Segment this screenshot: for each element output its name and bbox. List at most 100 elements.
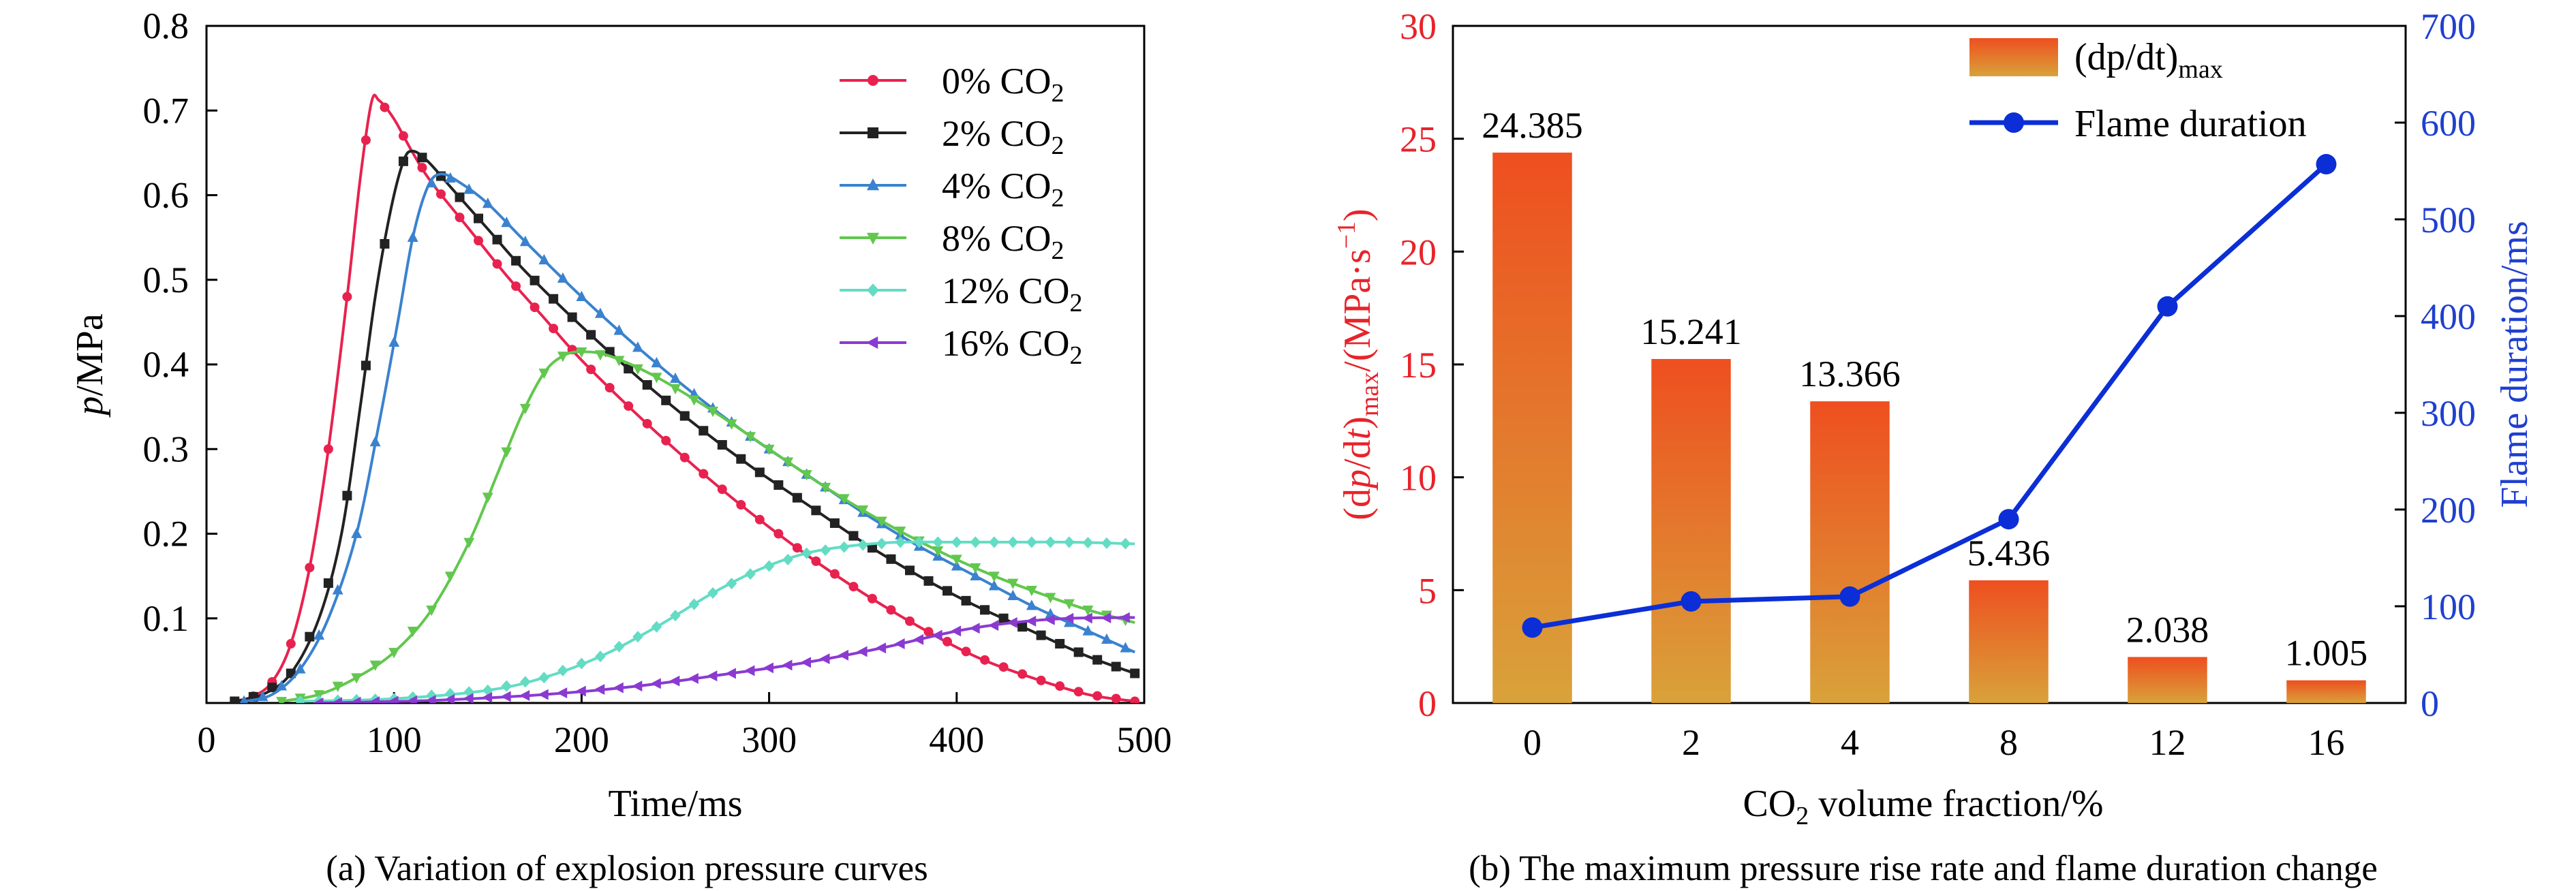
panel-a-data-point	[717, 440, 727, 450]
panel-a-y-tick-label: 0.5	[143, 260, 189, 300]
panel-b-left-y-tick-label: 30	[1400, 6, 1437, 47]
panel-a-data-point	[305, 631, 315, 642]
panel-a-data-point	[575, 685, 586, 697]
panel-a-data-point	[1044, 614, 1055, 625]
panel-a-data-point	[989, 536, 1000, 548]
panel-a-x-tick-label: 400	[929, 719, 984, 760]
panel-a-legend-label-main: 8% CO	[942, 218, 1052, 259]
panel-a-data-point	[369, 660, 381, 671]
panel-a-caption: (a) Variation of explosion pressure curv…	[326, 849, 928, 888]
panel-a-data-point	[388, 695, 399, 703]
panel-a-data-point	[801, 547, 812, 559]
panel-a-data-point	[1007, 578, 1019, 589]
panel-a-data-point	[988, 572, 1000, 582]
panel-a-data-point	[350, 696, 361, 703]
panel-a-legend-label: 16% CO2	[942, 323, 1083, 370]
panel-a-pressure-chart: 0 100 200 300 400 500 0.1 0.2 0.3 0.4 0.5 0.6 0.7 0.8…	[69, 5, 1172, 888]
panel-b-bar	[1651, 359, 1731, 703]
panel-a-data-point	[613, 640, 625, 653]
panel-a-data-point	[511, 255, 521, 266]
panel-a-data-point	[726, 578, 737, 590]
panel-a-data-point	[894, 638, 905, 650]
panel-a-data-point	[913, 536, 925, 548]
panel-a-data-point	[1120, 642, 1131, 653]
panel-a-data-point	[950, 625, 962, 637]
panel-b-right-y-tick-label: 600	[2421, 103, 2476, 144]
panel-b-bar	[2128, 657, 2207, 703]
panel-a-data-point	[699, 469, 709, 479]
panel-a-legend-marker	[868, 75, 878, 86]
panel-a-data-point	[267, 683, 277, 693]
panel-a-data-point	[763, 560, 775, 572]
panel-a-data-point	[294, 663, 306, 674]
panel-a-data-point	[501, 447, 512, 458]
panel-a-data-point	[651, 621, 662, 633]
panel-a-data-point	[398, 156, 408, 166]
panel-a-data-point	[1045, 593, 1056, 604]
panel-b-flame-duration-line	[1531, 162, 2328, 630]
panel-a-data-point	[294, 695, 306, 703]
panel-a-data-point	[969, 623, 980, 634]
panel-a-data-point	[444, 172, 456, 183]
panel-a-data-point	[1064, 536, 1075, 548]
panel-a-data-point	[773, 480, 784, 490]
panel-a-data-point	[1082, 537, 1094, 549]
panel-a-data-point	[501, 217, 512, 228]
panel-a-data-point	[688, 672, 699, 684]
panel-a-data-point	[661, 435, 671, 446]
panel-b-x-axis-label-main: CO	[1743, 783, 1796, 825]
panel-a-data-point	[1007, 589, 1019, 600]
panel-a-data-point	[829, 569, 840, 579]
panel-a-legend-label: 8% CO2	[942, 218, 1064, 265]
panel-a-x-axis-label: Time/ms	[608, 783, 742, 825]
panel-a-data-point	[444, 693, 455, 703]
left-label-part-italic-p: p	[1336, 469, 1379, 491]
panel-b-right-y-tick-label: 700	[2421, 6, 2476, 47]
panel-b-flame-duration-point	[2157, 296, 2178, 317]
panel-a-data-point	[773, 529, 784, 539]
panel-a-data-point	[688, 395, 700, 406]
panel-a-data-point	[567, 312, 577, 322]
panel-a-data-point	[594, 350, 606, 361]
panel-a-data-point	[463, 183, 475, 194]
panel-b-legend-line-marker	[2004, 112, 2024, 133]
panel-a-data-point	[632, 631, 643, 643]
panel-a-legend-item: 2% CO2	[840, 113, 1064, 160]
panel-a-data-point	[426, 176, 438, 188]
panel-a-data-point	[670, 372, 681, 384]
panel-a-data-point	[332, 584, 343, 595]
panel-a-data-point	[1101, 612, 1111, 624]
panel-b-left-y-axis-label: (dp/dt)max/(MPa·s−1)	[1332, 208, 1384, 520]
panel-b-right-y-tick-label: 100	[2421, 587, 2476, 627]
panel-a-data-point	[519, 235, 531, 247]
panel-a-data-point	[1092, 655, 1103, 665]
panel-a-data-point	[951, 554, 962, 565]
panel-a-data-point	[726, 419, 737, 430]
panel-a-data-point	[417, 153, 427, 163]
panel-a-series-0	[230, 93, 1140, 703]
panel-a-data-point	[406, 695, 418, 703]
panel-a-data-point	[1073, 647, 1084, 657]
panel-a-data-point	[725, 668, 736, 679]
panel-a-data-point	[1063, 599, 1075, 610]
panel-a-data-point	[1026, 615, 1037, 627]
panel-a-data-point	[736, 500, 746, 510]
panel-a-data-point	[736, 454, 746, 464]
panel-a-data-point	[913, 634, 924, 645]
panel-a-data-point	[380, 238, 390, 249]
panel-a-legend-label-main: 2% CO	[942, 113, 1052, 154]
panel-a-data-point	[444, 572, 456, 582]
panel-b-right-y-axis-label: Flame duration/ms	[2494, 221, 2536, 508]
panel-a-data-point	[595, 651, 606, 663]
panel-a-data-point	[717, 484, 727, 495]
panel-a-data-point	[980, 655, 990, 665]
panel-a-data-point	[857, 646, 868, 657]
panel-a-data-point	[857, 505, 869, 516]
panel-a-data-point	[998, 613, 1009, 623]
panel-b-flame-duration-point	[1681, 591, 1702, 612]
panel-a-data-point	[1026, 599, 1037, 610]
panel-a-legend-label-sub: 2	[1070, 341, 1083, 370]
panel-a-data-point	[876, 516, 887, 527]
